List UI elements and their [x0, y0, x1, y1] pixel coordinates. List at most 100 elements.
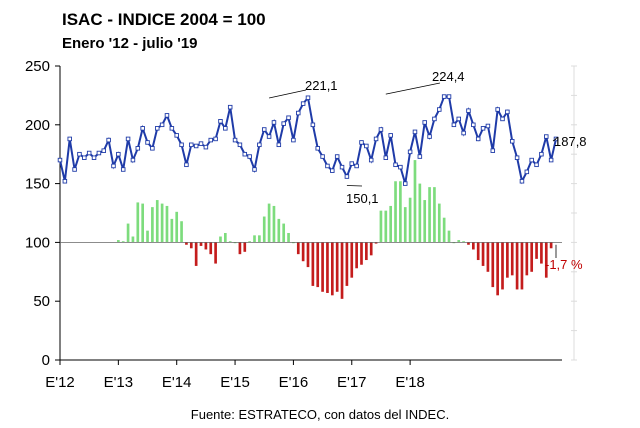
- index-point: [193, 143, 199, 149]
- variation-bar: [272, 205, 276, 243]
- variation-bar: [389, 205, 392, 243]
- index-point: [403, 181, 408, 186]
- index-point: [242, 151, 248, 157]
- annotation-label: 150,1: [346, 191, 379, 206]
- annotation-label: 221,1: [305, 78, 338, 93]
- index-point: [213, 136, 218, 142]
- index-point: [349, 161, 355, 166]
- variation-bar: [399, 181, 402, 243]
- index-point: [315, 146, 320, 151]
- variation-bar: [544, 242, 548, 278]
- index-point: [325, 163, 330, 169]
- variation-bar: [369, 242, 373, 256]
- variation-bar: [155, 200, 159, 243]
- variation-bar: [535, 242, 538, 259]
- x-tick-label: E'17: [337, 374, 367, 391]
- index-point: [150, 146, 155, 151]
- index-point: [120, 167, 126, 172]
- index-point: [135, 146, 141, 151]
- variation-bar: [277, 218, 281, 243]
- index-point: [218, 119, 223, 124]
- y-tick-label: 200: [25, 117, 50, 134]
- variation-bar: [296, 242, 300, 255]
- variation-bar: [131, 236, 135, 243]
- variation-bar: [530, 242, 534, 272]
- index-point: [82, 155, 87, 160]
- index-point: [320, 154, 325, 159]
- variation-bar: [501, 242, 504, 290]
- variation-bar: [472, 242, 475, 250]
- variation-bar: [515, 242, 519, 290]
- variation-bar: [194, 242, 198, 266]
- index-point: [539, 151, 544, 157]
- index-point: [451, 122, 457, 128]
- index-point: [106, 137, 111, 143]
- variation-bar: [408, 197, 412, 243]
- variation-bar: [365, 242, 368, 261]
- index-point: [96, 150, 102, 156]
- variation-bar: [267, 203, 271, 243]
- index-point: [534, 162, 539, 168]
- chart-title: ISAC - INDICE 2004 = 100: [62, 10, 266, 29]
- variation-bar: [326, 242, 329, 293]
- index-point: [111, 163, 116, 169]
- chart-subtitle: Enero '12 - julio '19: [62, 35, 198, 52]
- index-point: [57, 157, 63, 163]
- variation-bar: [355, 242, 358, 269]
- index-point: [130, 157, 136, 163]
- annotation-label: 187,8: [554, 134, 587, 149]
- index-point: [276, 142, 282, 148]
- variation-bar: [442, 217, 446, 243]
- variation-bar: [540, 242, 543, 264]
- variation-bars: [117, 160, 553, 299]
- variation-bar: [170, 218, 174, 243]
- index-point: [490, 148, 496, 153]
- variation-bar: [301, 242, 305, 262]
- variation-bar: [413, 160, 417, 243]
- source-note: Fuente: ESTRATECO, con datos del INDEC.: [190, 407, 450, 422]
- variation-bar: [180, 221, 183, 243]
- variation-bar: [311, 242, 315, 286]
- annotation-leader: [552, 138, 557, 142]
- variation-bar: [126, 223, 130, 243]
- index-point: [203, 144, 209, 150]
- index-point: [446, 94, 452, 99]
- annotation-leader: [346, 185, 363, 187]
- variation-bar: [447, 230, 451, 243]
- index-point: [461, 130, 466, 136]
- annotation-label: -1,7 %: [545, 257, 583, 272]
- index-point: [305, 95, 311, 100]
- variation-bar: [136, 202, 140, 243]
- annotations: 221,1 224,4 150,1 187,8 -1,7 %: [269, 69, 587, 272]
- index-point: [271, 120, 277, 125]
- index-point: [174, 133, 179, 138]
- variation-bar: [141, 203, 144, 243]
- variation-bar: [394, 181, 397, 243]
- index-point: [422, 120, 427, 125]
- variation-bar: [491, 242, 495, 288]
- variation-bar: [549, 242, 553, 249]
- index-point: [548, 157, 554, 163]
- index-point: [471, 122, 476, 128]
- variation-bar: [117, 240, 120, 243]
- index-point: [378, 127, 384, 132]
- index-point: [159, 122, 165, 128]
- index-point: [232, 137, 238, 143]
- index-line-series: [57, 94, 559, 186]
- index-point: [154, 126, 160, 131]
- index-point: [393, 162, 398, 168]
- variation-bar: [165, 205, 169, 243]
- index-point: [529, 157, 534, 163]
- index-point: [247, 154, 252, 159]
- index-point: [62, 178, 68, 184]
- variation-bar: [467, 242, 470, 245]
- variation-bar: [151, 207, 154, 243]
- variation-bar: [330, 242, 334, 296]
- index-point: [354, 163, 359, 169]
- variation-bar: [224, 232, 227, 243]
- index-point: [310, 122, 316, 128]
- index-point: [227, 104, 233, 110]
- index-point: [291, 137, 296, 143]
- index-point: [266, 134, 272, 139]
